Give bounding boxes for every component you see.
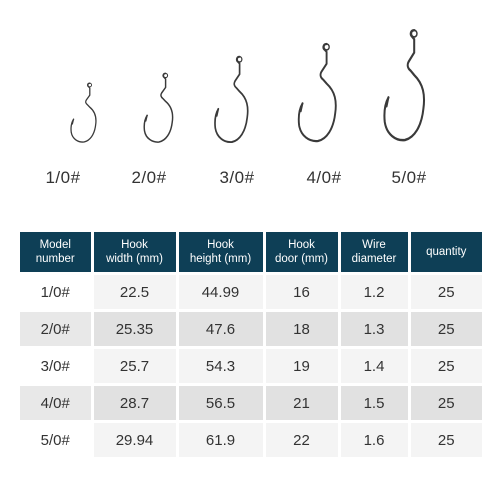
cell-quantity: 25: [409, 383, 482, 422]
cell-hook-height: 47.6: [177, 309, 266, 348]
cell-hook-width: 25.7: [92, 346, 179, 385]
cell-wire-diameter: 1.6: [339, 420, 411, 457]
cell-quantity: 25: [409, 420, 482, 457]
cell-hook-width: 28.7: [92, 383, 179, 422]
hook-size-label: 5/0#: [391, 168, 427, 187]
cell-model-number: 3/0#: [20, 346, 94, 385]
hook-size-label: 2/0#: [131, 168, 167, 187]
cell-hook-height: 61.9: [177, 420, 266, 457]
hook-size-label: 3/0#: [219, 168, 255, 187]
column-header-hook-door: Hook door (mm): [264, 232, 341, 274]
cell-hook-width: 29.94: [92, 420, 179, 457]
cell-quantity: 25: [409, 346, 482, 385]
table-row: 2/0# 25.35 47.6 18 1.3 25: [20, 309, 482, 348]
cell-wire-diameter: 1.5: [339, 383, 411, 422]
cell-hook-door: 19: [264, 346, 341, 385]
column-header-hook-width: Hook width (mm): [92, 232, 179, 274]
cell-hook-width: 22.5: [92, 272, 179, 311]
table-row: 5/0# 29.94 61.9 22 1.6 25: [20, 420, 482, 457]
column-header-model-number: Model number: [20, 232, 94, 274]
fishing-hook-icon: [70, 82, 97, 143]
table-row: 3/0# 25.7 54.3 19 1.4 25: [20, 346, 482, 385]
cell-hook-door: 18: [264, 309, 341, 348]
fishing-hook-icon: [143, 72, 174, 143]
table-row: 1/0# 22.5 44.99 16 1.2 25: [20, 272, 482, 311]
cell-quantity: 25: [409, 272, 482, 311]
column-header-wire-diameter: Wire diameter: [339, 232, 411, 274]
cell-model-number: 5/0#: [20, 420, 94, 457]
hook-size-label: 1/0#: [45, 168, 81, 187]
fishing-hook-icon: [214, 55, 249, 144]
table-header-row: Model number Hook width (mm) Hook height (m…: [20, 232, 482, 274]
table-row: 4/0# 28.7 56.5 21 1.5 25: [20, 383, 482, 422]
cell-hook-height: 56.5: [177, 383, 266, 422]
cell-model-number: 4/0#: [20, 383, 94, 422]
fishing-hook-icon: [383, 29, 426, 142]
cell-hook-door: 22: [264, 420, 341, 457]
cell-hook-width: 25.35: [92, 309, 179, 348]
cell-wire-diameter: 1.4: [339, 346, 411, 385]
cell-hook-door: 16: [264, 272, 341, 311]
cell-model-number: 1/0#: [20, 272, 94, 311]
hook-size-label: 4/0#: [306, 168, 342, 187]
cell-wire-diameter: 1.3: [339, 309, 411, 348]
cell-hook-door: 21: [264, 383, 341, 422]
fishing-hook-icon: [297, 42, 337, 143]
cell-quantity: 25: [409, 309, 482, 348]
cell-wire-diameter: 1.2: [339, 272, 411, 311]
column-header-hook-height: Hook height (mm): [177, 232, 266, 274]
cell-hook-height: 44.99: [177, 272, 266, 311]
column-header-quantity: quantity: [409, 232, 482, 274]
cell-model-number: 2/0#: [20, 309, 94, 348]
cell-hook-height: 54.3: [177, 346, 266, 385]
specification-table: Model number Hook width (mm) Hook height (m…: [20, 232, 482, 457]
